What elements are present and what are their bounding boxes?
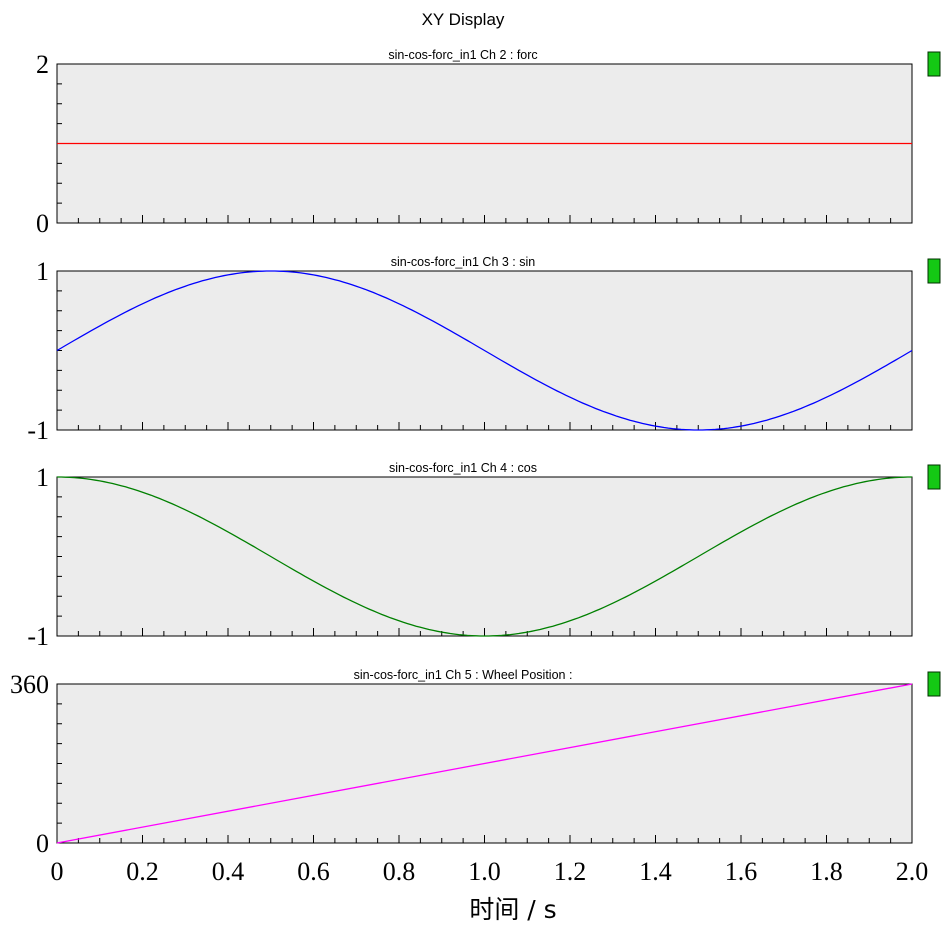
x-tick-label: 0.6: [297, 857, 330, 886]
plot-area: [56, 476, 913, 637]
panel-title: sin-cos-forc_in1 Ch 3 : sin: [391, 255, 536, 269]
x-tick-label: 0.8: [383, 857, 416, 886]
plot-panels: sin-cos-forc_in1 Ch 2 : forc20sin-cos-fo…: [10, 48, 941, 858]
x-tick-label: 2.0: [896, 857, 929, 886]
y-tick-label-top: 1: [36, 463, 49, 492]
x-tick-label: 0.2: [126, 857, 159, 886]
panel-4: sin-cos-forc_in1 Ch 5 : Wheel Position :…: [10, 668, 941, 858]
y-tick-label-top: 360: [10, 670, 49, 699]
series-line-wheel-position: [56, 683, 913, 844]
y-tick-label-bottom: -1: [27, 416, 49, 445]
panel-1: sin-cos-forc_in1 Ch 2 : forc 2 0: [36, 48, 941, 238]
panel-2: sin-cos-forc_in1 Ch 3 : sin 1 -1: [27, 255, 941, 445]
x-tick-label: 0.4: [212, 857, 245, 886]
x-axis: 0 0.2 0.4 0.6 0.8 1.0 1.2 1.4 1.6 1.8 2.0: [51, 857, 929, 886]
x-tick-label: 1.2: [554, 857, 587, 886]
x-tick-label: 1.4: [639, 857, 672, 886]
series-line-cos: [57, 476, 912, 637]
x-tick-label: 1.8: [810, 857, 843, 886]
status-indicator: [927, 258, 941, 284]
y-tick-label-bottom: 0: [36, 829, 49, 858]
x-tick-label: 1.0: [468, 857, 501, 886]
y-tick-label-bottom: -1: [27, 622, 49, 651]
chart-title: XY Display: [422, 10, 505, 29]
panel-3: sin-cos-forc_in1 Ch 4 : cos 1 -1: [27, 461, 941, 651]
y-tick-label-top: 1: [36, 257, 49, 286]
panel-title: sin-cos-forc_in1 Ch 2 : forc: [388, 48, 537, 62]
status-indicator: [927, 464, 941, 490]
y-tick-label-top: 2: [36, 50, 49, 79]
status-indicator: [927, 51, 941, 77]
x-tick-label: 0: [51, 857, 64, 886]
status-indicator: [927, 671, 941, 697]
x-tick-label: 1.6: [725, 857, 758, 886]
x-axis-label: 时间 / s: [469, 895, 556, 924]
series-line-sin: [56, 270, 913, 431]
panel-title: sin-cos-forc_in1 Ch 5 : Wheel Position :: [354, 668, 573, 682]
y-tick-label-bottom: 0: [36, 209, 49, 238]
panel-title: sin-cos-forc_in1 Ch 4 : cos: [389, 461, 537, 475]
